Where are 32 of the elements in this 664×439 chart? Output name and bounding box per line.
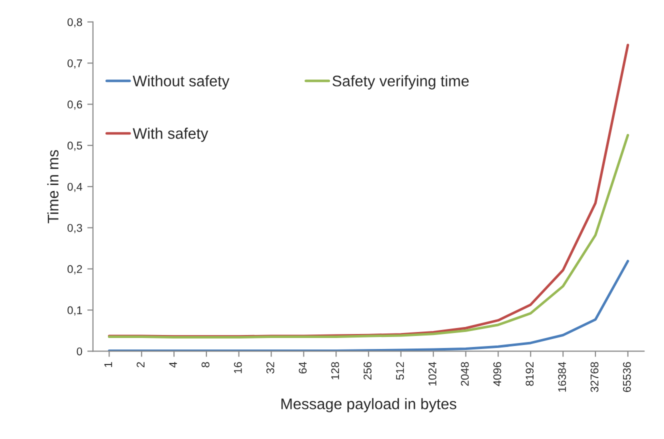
x-tick-label: 16384 <box>558 362 566 392</box>
x-tick-label: 64 <box>298 362 307 374</box>
y-tick-label: 0,6 <box>68 100 82 110</box>
legend-label: Without safety <box>132 75 230 90</box>
y-tick-label: 0,8 <box>68 18 82 28</box>
x-tick-label: 2 <box>136 362 144 368</box>
x-tick-label: 32 <box>266 362 274 374</box>
legend-label: Safety verifying time <box>332 75 469 90</box>
x-tick-label: 16 <box>234 362 242 374</box>
y-tick-label: 0,4 <box>68 182 82 192</box>
x-tick-label: 32768 <box>590 362 598 392</box>
legend-label: With safety <box>132 128 208 142</box>
x-tick-label: 256 <box>364 362 372 380</box>
y-tick-label: 0,3 <box>68 224 82 234</box>
x-tick-label: 1 <box>104 362 112 367</box>
x-tick-label: 8192 <box>526 362 534 386</box>
x-axis-title: Message payload in bytes <box>281 398 456 412</box>
y-tick-label: 0,7 <box>68 59 82 69</box>
x-tick-label: 512 <box>396 362 404 380</box>
x-tick-label: 2048 <box>460 362 469 386</box>
x-tick-label: 4 <box>169 362 177 368</box>
x-tick-label: 65536 <box>622 362 631 392</box>
y-axis-title: Time in ms <box>47 150 59 224</box>
x-tick-label: 8 <box>202 362 210 368</box>
y-tick-label: 0,5 <box>68 142 82 151</box>
y-tick-label: 0 <box>76 347 82 356</box>
line-series <box>108 260 630 352</box>
x-tick-label: 1024 <box>428 362 436 386</box>
y-tick-label: 0,1 <box>68 306 82 316</box>
x-tick-label: 4096 <box>493 362 502 386</box>
x-tick-label: 128 <box>331 362 340 380</box>
y-tick-label: 0,2 <box>68 265 82 274</box>
